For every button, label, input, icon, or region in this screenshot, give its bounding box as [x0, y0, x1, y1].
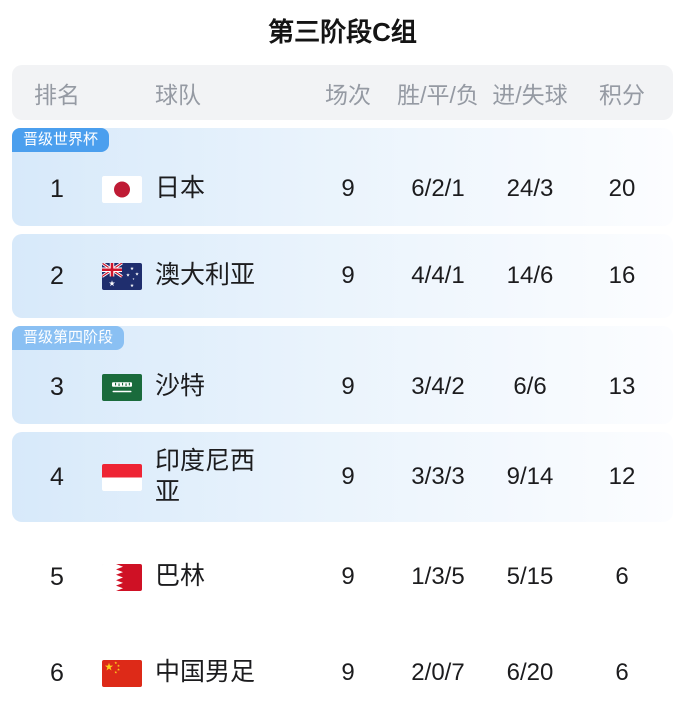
table-row[interactable]: 晋级世界杯 1 日本 9 6/2/1 24/3 20 [12, 128, 673, 226]
table-row[interactable]: 5 巴林 9 1/3/5 5/15 6 [12, 530, 673, 624]
points-cell: 13 [608, 373, 636, 400]
rank-cell: 5 [50, 562, 64, 591]
table-row[interactable]: 4 印度尼西亚 9 3/3/3 9/14 12 [12, 432, 673, 522]
team-cell: 沙特 [102, 371, 304, 402]
rank-cell: 1 [50, 174, 64, 203]
team-cell: 日本 [102, 173, 304, 204]
wdl-cell: 3/3/3 [411, 463, 465, 490]
australia-flag-icon [102, 262, 142, 290]
team-name: 巴林 [155, 562, 206, 591]
table-header-row: 排名 球队 场次 胜/平/负 进/失球 积分 [12, 65, 673, 120]
table-row[interactable]: 6 中国男足 9 2/0/7 6/20 6 [12, 632, 673, 711]
goals-cell: 14/6 [506, 262, 554, 289]
wdl-cell: 3/4/2 [411, 373, 465, 400]
points-cell: 6 [615, 659, 629, 686]
played-cell: 9 [341, 262, 355, 289]
japan-flag-icon [102, 175, 142, 203]
points-cell: 12 [608, 463, 636, 490]
table-row[interactable]: 2 [12, 234, 673, 318]
team-name: 中国男足 [155, 658, 256, 687]
header-team: 球队 [155, 81, 201, 108]
goals-cell: 6/6 [513, 373, 547, 400]
team-name: 日本 [155, 174, 206, 203]
played-cell: 9 [341, 373, 355, 400]
played-cell: 9 [341, 659, 355, 686]
team-cell: 中国男足 [102, 657, 304, 688]
rank-cell: 6 [50, 658, 64, 687]
played-cell: 9 [341, 463, 355, 490]
wdl-cell: 1/3/5 [411, 563, 465, 590]
points-cell: 6 [615, 563, 629, 590]
team-cell: 巴林 [102, 561, 304, 592]
header-goals: 进/失球 [492, 81, 568, 108]
points-cell: 20 [608, 175, 636, 202]
header-rank: 排名 [34, 81, 80, 108]
qualified-stage4-badge: 晋级第四阶段 [12, 326, 125, 350]
team-name: 沙特 [155, 372, 206, 401]
bahrain-flag-icon [102, 563, 142, 591]
team-name: 印度尼西亚 [155, 446, 256, 506]
qualified-worldcup-badge: 晋级世界杯 [12, 128, 110, 152]
played-cell: 9 [341, 563, 355, 590]
rank-cell: 2 [50, 261, 64, 290]
team-cell: 印度尼西亚 [102, 446, 304, 509]
header-played: 场次 [325, 81, 371, 108]
rank-cell: 3 [50, 372, 64, 401]
points-cell: 16 [608, 262, 636, 289]
goals-cell: 5/15 [506, 563, 554, 590]
table-row[interactable]: 晋级第四阶段 3 沙特 9 3/4 [12, 326, 673, 424]
saudi-flag-icon [102, 373, 142, 401]
china-flag-icon [102, 659, 142, 687]
header-wdl: 胜/平/负 [397, 81, 479, 108]
team-name: 澳大利亚 [155, 261, 256, 290]
indonesia-flag-icon [102, 463, 142, 491]
rank-cell: 4 [50, 462, 64, 491]
played-cell: 9 [341, 175, 355, 202]
goals-cell: 9/14 [506, 463, 554, 490]
wdl-cell: 6/2/1 [411, 175, 465, 202]
goals-cell: 6/20 [506, 659, 554, 686]
wdl-cell: 4/4/1 [411, 262, 465, 289]
goals-cell: 24/3 [506, 175, 554, 202]
page-title: 第三阶段C组 [268, 17, 417, 47]
team-cell: 澳大利亚 [102, 260, 304, 291]
wdl-cell: 2/0/7 [411, 659, 465, 686]
header-points: 积分 [599, 81, 645, 108]
